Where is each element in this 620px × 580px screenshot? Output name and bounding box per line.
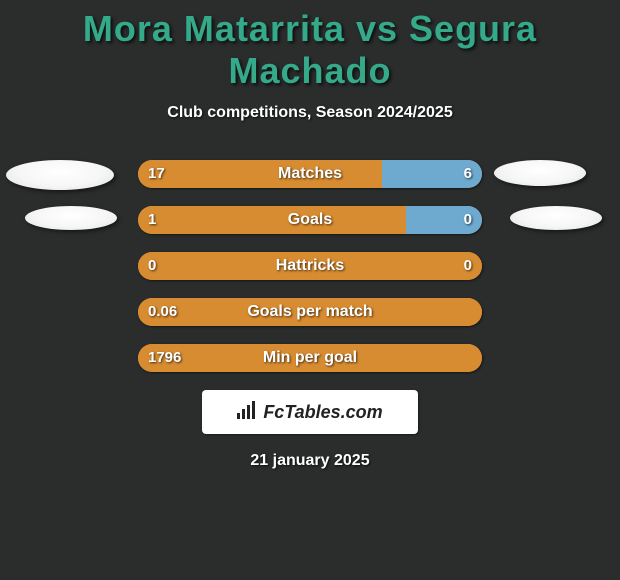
stat-bar: Matches176 — [138, 160, 482, 188]
stat-value-left: 0 — [148, 252, 156, 280]
stat-row: Min per goal1796 — [0, 344, 620, 372]
stat-bar: Goals per match0.06 — [138, 298, 482, 326]
stat-bar-left — [138, 298, 482, 326]
stat-value-left: 17 — [148, 160, 165, 188]
stat-row: Goals per match0.06 — [0, 298, 620, 326]
stat-bar-left — [138, 344, 482, 372]
stat-value-right: 0 — [464, 252, 472, 280]
stat-bar-left — [138, 206, 406, 234]
stat-bar-left — [138, 252, 482, 280]
stat-bar: Hattricks00 — [138, 252, 482, 280]
branding-badge: FcTables.com — [202, 390, 418, 434]
stat-value-left: 0.06 — [148, 298, 177, 326]
page-title: Mora Matarrita vs Segura Machado — [0, 8, 620, 92]
stat-bar-left — [138, 160, 382, 188]
stat-row: Hattricks00 — [0, 252, 620, 280]
stat-row: Goals10 — [0, 206, 620, 234]
date-label: 21 january 2025 — [0, 452, 620, 470]
stat-value-right: 6 — [464, 160, 472, 188]
branding-text: FcTables.com — [263, 402, 382, 423]
bar-chart-icon — [237, 401, 257, 424]
stat-value-left: 1796 — [148, 344, 181, 372]
stat-value-left: 1 — [148, 206, 156, 234]
stat-value-right: 0 — [464, 206, 472, 234]
subtitle: Club competitions, Season 2024/2025 — [0, 104, 620, 122]
stat-bar: Min per goal1796 — [138, 344, 482, 372]
comparison-chart: Matches176Goals10Hattricks00Goals per ma… — [0, 160, 620, 372]
stat-bar: Goals10 — [138, 206, 482, 234]
stat-row: Matches176 — [0, 160, 620, 188]
